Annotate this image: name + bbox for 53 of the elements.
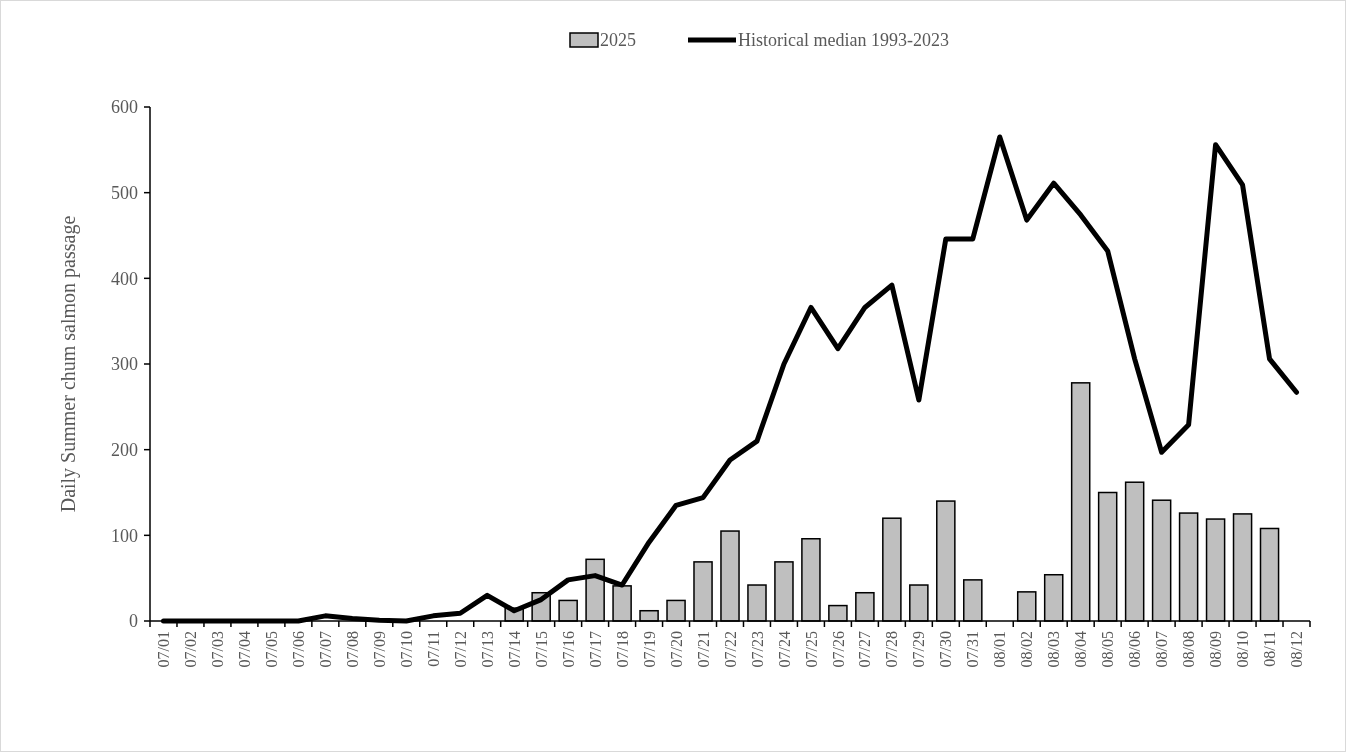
x-tick-label: 07/22 — [721, 631, 739, 668]
x-tick-label: 07/25 — [802, 631, 820, 668]
x-tick-label: 08/12 — [1288, 631, 1306, 668]
x-tick-label: 08/10 — [1234, 631, 1252, 668]
x-tick-label: 07/12 — [451, 631, 469, 668]
x-tick-label: 07/01 — [155, 631, 173, 668]
x-tick-label: 08/06 — [1126, 631, 1144, 668]
x-tick-label: 07/14 — [505, 631, 523, 668]
x-tick-label: 07/28 — [883, 631, 901, 668]
y-tick-label: 400 — [111, 268, 138, 289]
x-tick-label: 07/09 — [370, 631, 388, 668]
y-axis-title: Daily Summer chum salmon passage — [57, 215, 80, 513]
x-tick-label: 07/21 — [694, 631, 712, 668]
x-tick-label: 07/03 — [209, 631, 227, 668]
x-tick-label: 07/18 — [613, 631, 631, 668]
x-tick-label: 07/06 — [289, 631, 307, 668]
legend-label: Historical median 1993-2023 — [738, 30, 949, 51]
x-tick-label: 08/01 — [991, 631, 1009, 668]
y-tick-label: 100 — [111, 525, 138, 546]
x-tick-label: 07/11 — [424, 631, 442, 667]
x-tick-label: 07/13 — [478, 631, 496, 668]
x-tick-label: 07/19 — [640, 631, 658, 668]
x-tick-label: 07/31 — [964, 631, 982, 668]
x-tick-label: 08/08 — [1180, 631, 1198, 668]
x-tick-label: 07/04 — [236, 631, 254, 668]
x-tick-label: 07/23 — [748, 631, 766, 668]
y-tick-label: 600 — [111, 97, 138, 118]
y-tick-label: 500 — [111, 182, 138, 203]
x-tick-label: 08/02 — [1018, 631, 1036, 668]
legend-label: 2025 — [600, 30, 636, 51]
x-tick-label: 07/05 — [263, 631, 280, 668]
x-tick-label: 08/09 — [1207, 631, 1225, 668]
x-tick-label: 07/08 — [343, 631, 361, 668]
x-tick-label: 07/07 — [316, 631, 334, 668]
x-tick-label: 08/11 — [1261, 631, 1279, 667]
y-tick-label: 200 — [111, 439, 138, 460]
x-tick-label: 07/26 — [829, 631, 847, 668]
x-tick-label: 07/02 — [182, 631, 200, 668]
x-tick-label: 07/16 — [559, 631, 577, 668]
x-tick-label: 07/27 — [856, 631, 874, 668]
x-tick-label: 07/29 — [910, 631, 928, 668]
y-tick-label: 300 — [111, 354, 138, 375]
x-tick-label: 08/07 — [1153, 631, 1171, 668]
x-tick-label: 07/15 — [532, 631, 550, 668]
x-tick-label: 07/20 — [667, 631, 685, 668]
x-tick-label: 07/30 — [937, 631, 955, 668]
x-tick-label: 07/10 — [397, 631, 415, 668]
x-tick-label: 08/03 — [1045, 631, 1063, 668]
x-tick-label: 08/04 — [1072, 631, 1090, 668]
y-tick-label: 0 — [129, 611, 138, 632]
x-tick-label: 07/24 — [775, 631, 793, 668]
x-tick-label: 07/17 — [586, 631, 604, 668]
x-tick-label: 08/05 — [1099, 631, 1117, 668]
